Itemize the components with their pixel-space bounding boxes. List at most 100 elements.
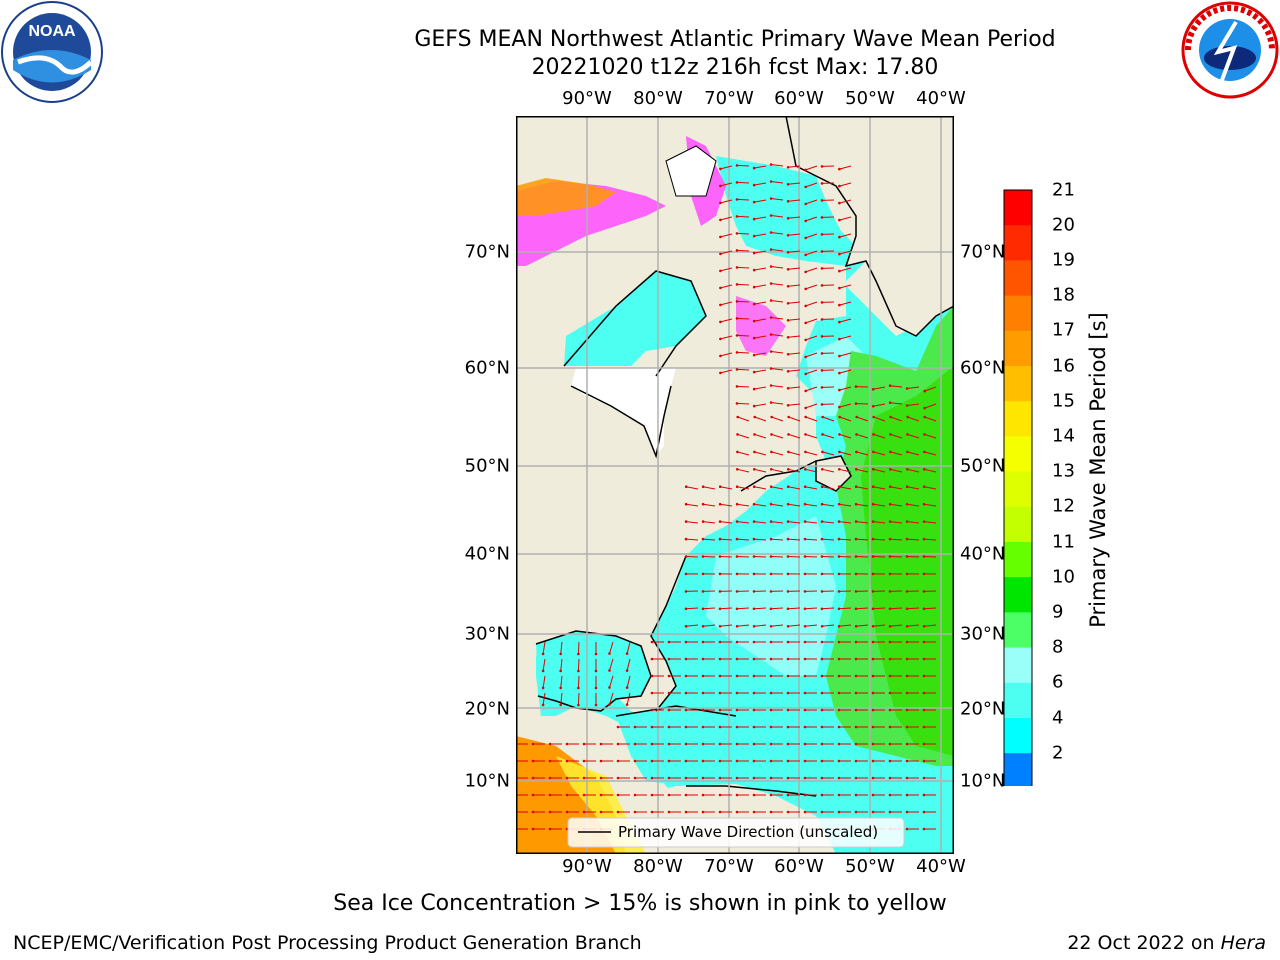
wave-direction-arrowhead xyxy=(719,354,722,358)
lat-label-right: 40°N xyxy=(960,543,1006,565)
wave-direction-arrowhead xyxy=(838,433,841,436)
wave-direction-arrowhead xyxy=(888,708,892,712)
wave-direction-arrowhead xyxy=(769,776,773,780)
wave-direction-arrow xyxy=(753,556,767,558)
wave-direction-arrow xyxy=(736,266,750,269)
wave-direction-arrow xyxy=(855,607,869,610)
wave-direction-arrow xyxy=(822,486,835,490)
wave-direction-arrowhead xyxy=(752,302,756,306)
wave-direction-arrowhead xyxy=(769,572,773,576)
wave-direction-arrowhead xyxy=(719,218,722,222)
wave-direction-arrowhead xyxy=(608,703,611,706)
colorbar-tick: 9 xyxy=(1052,601,1064,623)
colorbar-frame xyxy=(1003,189,1033,786)
wave-direction-arrow xyxy=(703,521,716,524)
wave-direction-arrow xyxy=(838,556,852,558)
wave-direction-arrowhead xyxy=(599,793,603,797)
wave-direction-arrowhead xyxy=(718,793,722,797)
wave-direction-arrowhead xyxy=(820,403,824,406)
wave-direction-arrowhead xyxy=(838,184,841,188)
wave-direction-arrow xyxy=(754,216,767,220)
wave-direction-arrowhead xyxy=(735,725,739,729)
wave-direction-arrow xyxy=(754,182,767,186)
wave-direction-arrow xyxy=(890,451,903,456)
wave-direction-arrow xyxy=(720,352,733,357)
wave-direction-arrowhead xyxy=(872,468,875,471)
wave-direction-arrowhead xyxy=(735,300,739,303)
wave-direction-arrowhead xyxy=(531,810,535,814)
wave-direction-arrowhead xyxy=(701,485,705,489)
wave-direction-arrow xyxy=(872,607,886,610)
wave-direction-arrow xyxy=(805,369,818,375)
colorbar-tick: 21 xyxy=(1052,179,1075,201)
wave-direction-arrowhead xyxy=(786,200,790,203)
wave-direction-arrowhead xyxy=(854,708,858,712)
wave-direction-arrowhead xyxy=(786,485,790,489)
wave-direction-arrow xyxy=(736,607,750,610)
wave-direction-arrow xyxy=(771,334,784,337)
wave-direction-arrowhead xyxy=(718,674,722,678)
wave-direction-arrow xyxy=(788,182,801,185)
wave-direction-arrowhead xyxy=(804,236,807,240)
wave-direction-arrowhead xyxy=(701,657,705,661)
wave-direction-arrow xyxy=(720,318,733,323)
wave-direction-arrow xyxy=(771,451,784,456)
wave-direction-arrowhead xyxy=(735,198,739,201)
wave-direction-arrowhead xyxy=(820,250,824,253)
wave-direction-arrowhead xyxy=(531,776,535,780)
lon-label-top: 90°W xyxy=(562,88,612,109)
wave-direction-arrowhead xyxy=(905,776,909,780)
wave-direction-arrowhead xyxy=(871,405,875,408)
wave-direction-arrowhead xyxy=(905,555,909,558)
wave-direction-arrowhead xyxy=(837,502,841,506)
wave-direction-arrowhead xyxy=(769,708,773,712)
wave-direction-arrow xyxy=(771,624,784,627)
wave-direction-arrowhead xyxy=(633,793,637,797)
wave-direction-arrowhead xyxy=(770,433,773,436)
lat-label-right: 30°N xyxy=(960,623,1006,645)
footer-date-text: 22 Oct 2022 on xyxy=(1067,932,1215,954)
wave-direction-arrowhead xyxy=(820,233,824,236)
wave-direction-arrowhead xyxy=(871,793,875,797)
wave-direction-arrowhead xyxy=(559,652,562,656)
wave-direction-arrow xyxy=(805,486,818,490)
wave-direction-arrowhead xyxy=(786,268,790,271)
wave-direction-arrow xyxy=(839,318,852,323)
wave-direction-arrowhead xyxy=(786,674,790,678)
wave-direction-arrowhead xyxy=(905,537,909,541)
wave-direction-arrow xyxy=(855,538,869,541)
wave-direction-arrowhead xyxy=(888,401,892,405)
wave-direction-arrow xyxy=(924,451,937,456)
wave-direction-arrowhead xyxy=(888,657,892,661)
wave-direction-arrowhead xyxy=(820,725,824,729)
wave-direction-arrow xyxy=(754,233,767,237)
wave-direction-arrowhead xyxy=(608,652,611,655)
wave-direction-arrowhead xyxy=(854,810,858,814)
wave-direction-arrow xyxy=(856,486,869,490)
wave-direction-arrowhead xyxy=(786,166,790,169)
wave-direction-arrowhead xyxy=(719,303,722,307)
colorbar-segment xyxy=(1004,225,1032,261)
wave-direction-arrowhead xyxy=(752,234,756,238)
lon-label-top: 40°W xyxy=(916,88,966,109)
wave-direction-arrowhead xyxy=(736,468,739,471)
wave-direction-arrowhead xyxy=(577,669,580,673)
wave-direction-arrowhead xyxy=(786,353,790,356)
wave-direction-arrow xyxy=(923,556,937,558)
wave-direction-arrow xyxy=(736,317,750,320)
wave-direction-arrow xyxy=(804,538,818,541)
wave-direction-arrow xyxy=(686,521,699,524)
wave-direction-arrowhead xyxy=(736,450,739,454)
wave-direction-arrowhead xyxy=(684,502,688,506)
wave-direction-arrow xyxy=(754,624,767,627)
wave-direction-arrowhead xyxy=(837,555,841,558)
wave-direction-arrowhead xyxy=(888,691,892,695)
sea-ice-orange xyxy=(516,178,616,216)
wave-direction-arrowhead xyxy=(855,433,858,436)
wave-direction-arrowhead xyxy=(888,384,892,388)
wave-direction-arrowhead xyxy=(837,520,841,523)
wave-direction-arrowhead xyxy=(616,776,620,780)
wave-direction-arrowhead xyxy=(719,337,722,341)
colorbar-tick: 12 xyxy=(1052,495,1075,517)
wave-direction-arrowhead xyxy=(922,691,926,695)
